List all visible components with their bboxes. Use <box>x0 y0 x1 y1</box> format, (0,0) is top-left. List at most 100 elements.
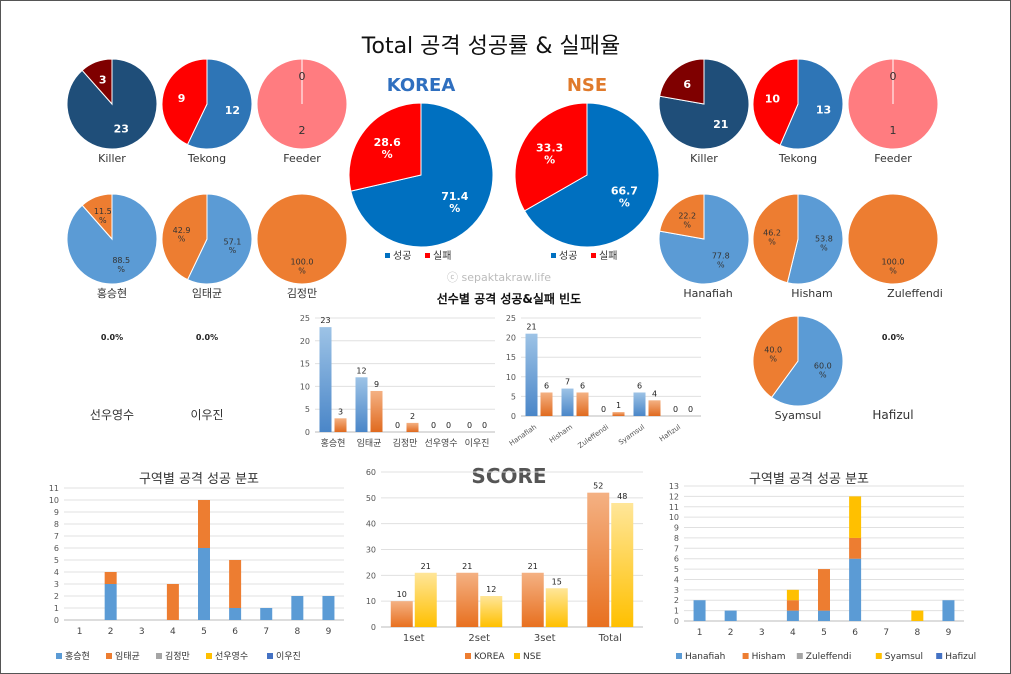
bar <box>611 503 634 627</box>
y-tick-label: 1 <box>54 604 59 613</box>
pos-feeder-pie-label-0: 2 <box>299 124 306 137</box>
bar-value-label: 0 <box>431 421 436 430</box>
legend-label: KOREA <box>474 652 505 662</box>
legend-swatch <box>796 653 803 659</box>
legend-swatch <box>514 653 520 659</box>
bar-Hanafiah <box>693 600 706 621</box>
pie-caption: Tekong <box>778 152 817 165</box>
bar <box>521 572 544 627</box>
total-pie-slice-0 <box>350 102 494 248</box>
y-tick-label: 8 <box>54 520 59 529</box>
bar-value-label: 7 <box>565 378 570 387</box>
pie-caption: Killer <box>690 152 718 165</box>
player-caption: Syamsul <box>775 409 822 422</box>
player-caption: 김정만 <box>287 287 317 300</box>
bar <box>390 601 413 627</box>
x-tick-label: 4 <box>170 627 176 637</box>
player-caption: 홍승현 <box>97 286 127 300</box>
x-tick-label: 8 <box>294 627 300 637</box>
bar-value-label: 0 <box>482 421 487 430</box>
y-tick-label: 10 <box>300 382 310 391</box>
y-tick-label: 50 <box>366 494 376 503</box>
y-tick-label: 0 <box>511 412 516 421</box>
bar-value-label: 48 <box>617 492 627 501</box>
x-tick-label: Syamsul <box>617 423 646 447</box>
bar-임태균 <box>166 584 179 620</box>
zone-chart-title: 구역별 공격 성공 분포 <box>139 472 259 487</box>
bar-value-label: 0 <box>688 405 693 414</box>
y-tick-label: 7 <box>54 532 59 541</box>
bar <box>525 333 538 416</box>
bar <box>612 412 625 416</box>
y-tick-label: 30 <box>366 546 376 555</box>
player-caption: Zuleffendi <box>887 287 943 300</box>
bar-value-label: 12 <box>356 366 366 375</box>
pos-tekong-pie-slice-1 <box>752 58 799 146</box>
x-tick-label: 9 <box>326 627 332 637</box>
pos-killer-pie-slice-1 <box>659 58 705 105</box>
bar <box>406 422 419 432</box>
legend-swatch <box>465 653 471 659</box>
y-tick-label: 4 <box>674 575 679 584</box>
player-pie-slice-1 <box>161 193 208 281</box>
pos-killer-pie-label-0: 21 <box>713 118 728 131</box>
bar-Syamsul <box>849 496 862 538</box>
y-tick-label: 25 <box>300 314 310 323</box>
bar-value-label: 21 <box>421 562 431 571</box>
bar <box>370 390 383 432</box>
pos-tekong-pie-slice-0 <box>186 58 253 150</box>
total-pie-label-0: 66.7% <box>611 185 638 210</box>
player-caption: 선우영수 <box>90 408 134 422</box>
legend-swatch <box>936 653 943 659</box>
legend-swatch <box>106 653 112 659</box>
x-tick-label: 이우진 <box>465 438 490 449</box>
pos-tekong-pie-slice-1 <box>161 58 208 146</box>
bar-Hanafiah <box>786 610 799 621</box>
player-caption: Hanafiah <box>683 287 732 300</box>
legend-label: 실패 <box>433 250 451 262</box>
empty-player-value: 0.0% <box>101 333 123 342</box>
player-pie-label-1: 22.2% <box>678 212 696 230</box>
legend-label: 홍승현 <box>65 650 90 662</box>
bar <box>648 400 661 416</box>
bar-Hanafiah <box>849 558 862 621</box>
x-tick-label: 2 <box>728 628 734 638</box>
player-pie-label-1: 100.0% <box>291 258 314 276</box>
legend-swatch <box>267 653 273 659</box>
bar-value-label: 0 <box>395 421 400 430</box>
legend-label: Syamsul <box>885 652 923 662</box>
y-tick-label: 20 <box>366 571 376 580</box>
legend-label: NSE <box>523 652 541 662</box>
legend-swatch <box>385 253 390 258</box>
y-tick-label: 2 <box>54 592 59 601</box>
bar <box>633 392 646 416</box>
legend-label: 김정만 <box>165 650 190 662</box>
bar <box>456 572 479 627</box>
legend-label: 선우영수 <box>215 651 248 662</box>
player-caption: 임태균 <box>192 287 222 300</box>
bar <box>545 588 568 627</box>
x-tick-label: 9 <box>946 628 952 638</box>
bar <box>319 327 332 432</box>
player-pie-slice-1 <box>81 193 113 241</box>
pie-caption: Killer <box>98 152 126 165</box>
y-tick-label: 12 <box>669 492 679 501</box>
y-tick-label: 10 <box>506 373 516 382</box>
pos-tekong-pie-label-1: 9 <box>178 92 186 105</box>
y-tick-label: 0 <box>54 616 59 625</box>
y-tick-label: 0 <box>305 428 310 437</box>
charts-layer: 233Killer129Tekong20Feeder216Killer1310T… <box>49 58 976 662</box>
bar-value-label: 4 <box>652 389 657 398</box>
y-tick-label: 13 <box>669 482 679 491</box>
legend-swatch <box>156 653 162 659</box>
y-tick-label: 1 <box>674 607 679 616</box>
bar-홍승현 <box>291 596 304 620</box>
bar-value-label: 2 <box>410 412 415 421</box>
y-tick-label: 6 <box>674 555 679 564</box>
legend-swatch <box>425 253 430 258</box>
bar-Hanafiah <box>818 610 830 621</box>
y-tick-label: 2 <box>674 596 679 605</box>
bar <box>587 492 610 627</box>
x-tick-label: 8 <box>914 628 920 638</box>
y-tick-label: 4 <box>54 568 59 577</box>
